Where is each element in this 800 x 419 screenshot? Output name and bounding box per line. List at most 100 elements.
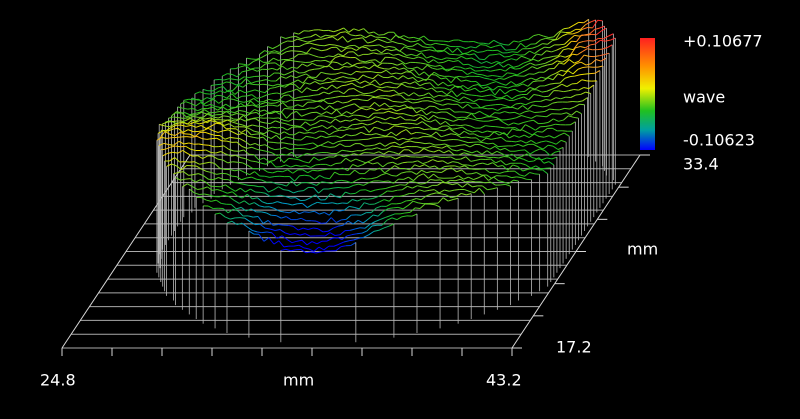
surface-trace	[499, 88, 506, 95]
surface-trace	[216, 137, 223, 142]
surface-trace	[242, 82, 249, 88]
surface-trace	[324, 81, 330, 84]
surface-trace	[173, 172, 179, 175]
surface-trace	[484, 54, 490, 60]
surface-trace	[223, 98, 229, 101]
surface-trace	[464, 53, 470, 56]
surface-trace	[584, 54, 590, 57]
surface-trace	[515, 67, 521, 70]
surface-trace	[212, 189, 218, 191]
surface-trace	[296, 217, 302, 221]
surface-trace	[324, 211, 330, 216]
surface-trace	[560, 139, 567, 143]
surface-trace	[428, 173, 434, 179]
surface-trace	[532, 45, 538, 49]
surface-trace	[548, 55, 554, 59]
surface-trace	[307, 169, 313, 174]
surface-trace	[593, 37, 599, 42]
surface-trace	[334, 234, 341, 237]
surface-trace	[366, 225, 373, 232]
surface-trace	[498, 97, 504, 100]
surface-trace	[404, 46, 410, 50]
surface-trace	[237, 195, 243, 199]
surface-trace	[278, 224, 284, 226]
surface-trace	[375, 59, 381, 64]
surface-trace	[179, 131, 186, 135]
surface-trace	[585, 44, 591, 49]
surface-trace	[322, 99, 328, 104]
surface-trace	[428, 59, 434, 64]
surface-trace	[405, 155, 411, 158]
surface-trace	[468, 63, 474, 68]
surface-trace	[320, 250, 326, 253]
surface-trace	[343, 114, 349, 118]
surface-trace	[423, 148, 430, 152]
surface-trace	[500, 83, 507, 86]
surface-trace	[341, 235, 348, 240]
surface-trace	[582, 66, 589, 68]
surface-trace	[396, 108, 402, 112]
surface-trace	[350, 241, 357, 246]
surface-trace	[536, 53, 542, 56]
surface-trace	[465, 156, 472, 162]
surface-trace	[491, 150, 498, 155]
surface-trace	[272, 83, 279, 87]
surface-trace	[470, 46, 476, 49]
surface-trace	[324, 232, 331, 237]
surface-trace	[559, 107, 565, 111]
surface-trace	[347, 99, 353, 103]
surface-trace	[490, 104, 496, 106]
surface-trace	[385, 203, 392, 207]
surface-trace	[467, 71, 473, 75]
surface-trace	[433, 71, 440, 76]
surface-trace	[365, 119, 371, 121]
surface-trace	[346, 111, 352, 115]
surface-trace	[255, 80, 262, 83]
surface-trace	[394, 141, 401, 146]
surface-trace	[513, 97, 519, 101]
surface-trace	[315, 33, 321, 38]
surface-trace	[394, 165, 400, 169]
surface-trace	[355, 57, 361, 62]
surface-trace	[442, 160, 448, 165]
surface-trace	[374, 101, 380, 107]
surface-trace	[473, 66, 479, 69]
surface-trace	[542, 144, 549, 150]
surface-trace	[411, 213, 418, 217]
surface-trace	[347, 38, 353, 43]
surface-trace	[438, 149, 445, 154]
surface-trace	[487, 142, 494, 145]
surface-trace	[276, 110, 282, 113]
surface-trace	[421, 87, 428, 91]
surface-trace	[296, 63, 303, 69]
surface-trace	[395, 57, 401, 61]
surface-trace	[182, 107, 188, 110]
surface-trace	[224, 123, 230, 126]
surface-trace	[253, 154, 260, 161]
surface-trace	[556, 83, 563, 88]
surface-trace	[190, 178, 196, 183]
surface-trace	[392, 75, 399, 80]
surface-trace	[294, 210, 300, 215]
surface-trace	[209, 133, 216, 136]
surface-trace	[578, 87, 585, 91]
surface-trace	[422, 46, 428, 48]
surface-trace	[391, 145, 397, 148]
surface-trace	[375, 188, 381, 191]
surface-trace	[445, 77, 452, 84]
surface-trace	[283, 94, 289, 96]
surface-trace	[232, 121, 238, 125]
surface-trace	[205, 149, 211, 153]
y-axis-max: 33.4	[683, 155, 719, 174]
surface-trace	[252, 104, 258, 108]
surface-trace	[373, 52, 379, 55]
colorbar-min: -0.10623	[683, 131, 755, 150]
surface-trace	[407, 185, 413, 189]
surface-trace	[309, 147, 316, 151]
surface-trace	[506, 118, 512, 121]
surface-trace	[194, 132, 201, 137]
surface-trace	[523, 38, 529, 41]
surface-trace	[378, 34, 384, 36]
surface-trace	[559, 132, 565, 136]
surface-trace	[552, 127, 558, 132]
